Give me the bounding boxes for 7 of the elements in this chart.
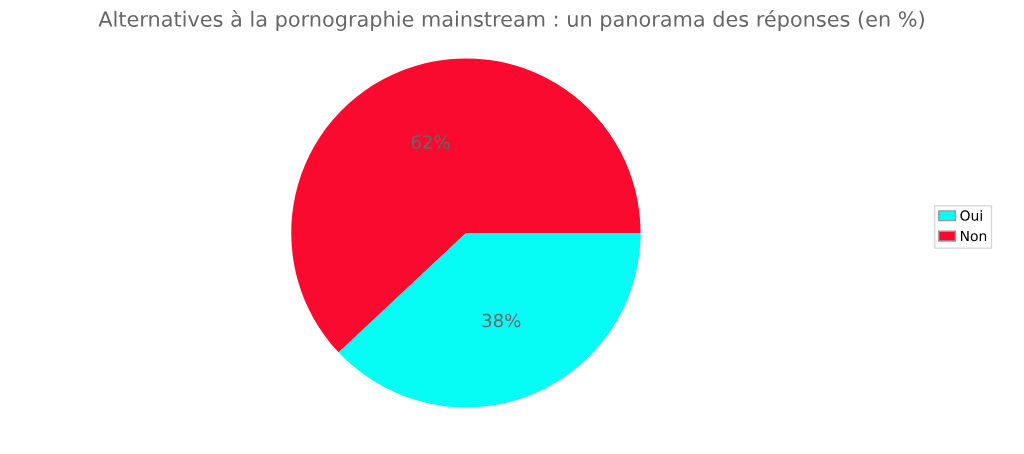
pie-slice	[291, 58, 641, 353]
legend-label: Non	[960, 230, 987, 242]
chart-title: Alternatives à la pornographie mainstream : un panorama des réponses (en %)	[98, 9, 924, 31]
data-label: 62%	[411, 135, 450, 149]
data-label: 38%	[482, 313, 521, 328]
pie-slice	[338, 232, 641, 408]
legend-label: Oui	[960, 210, 982, 221]
